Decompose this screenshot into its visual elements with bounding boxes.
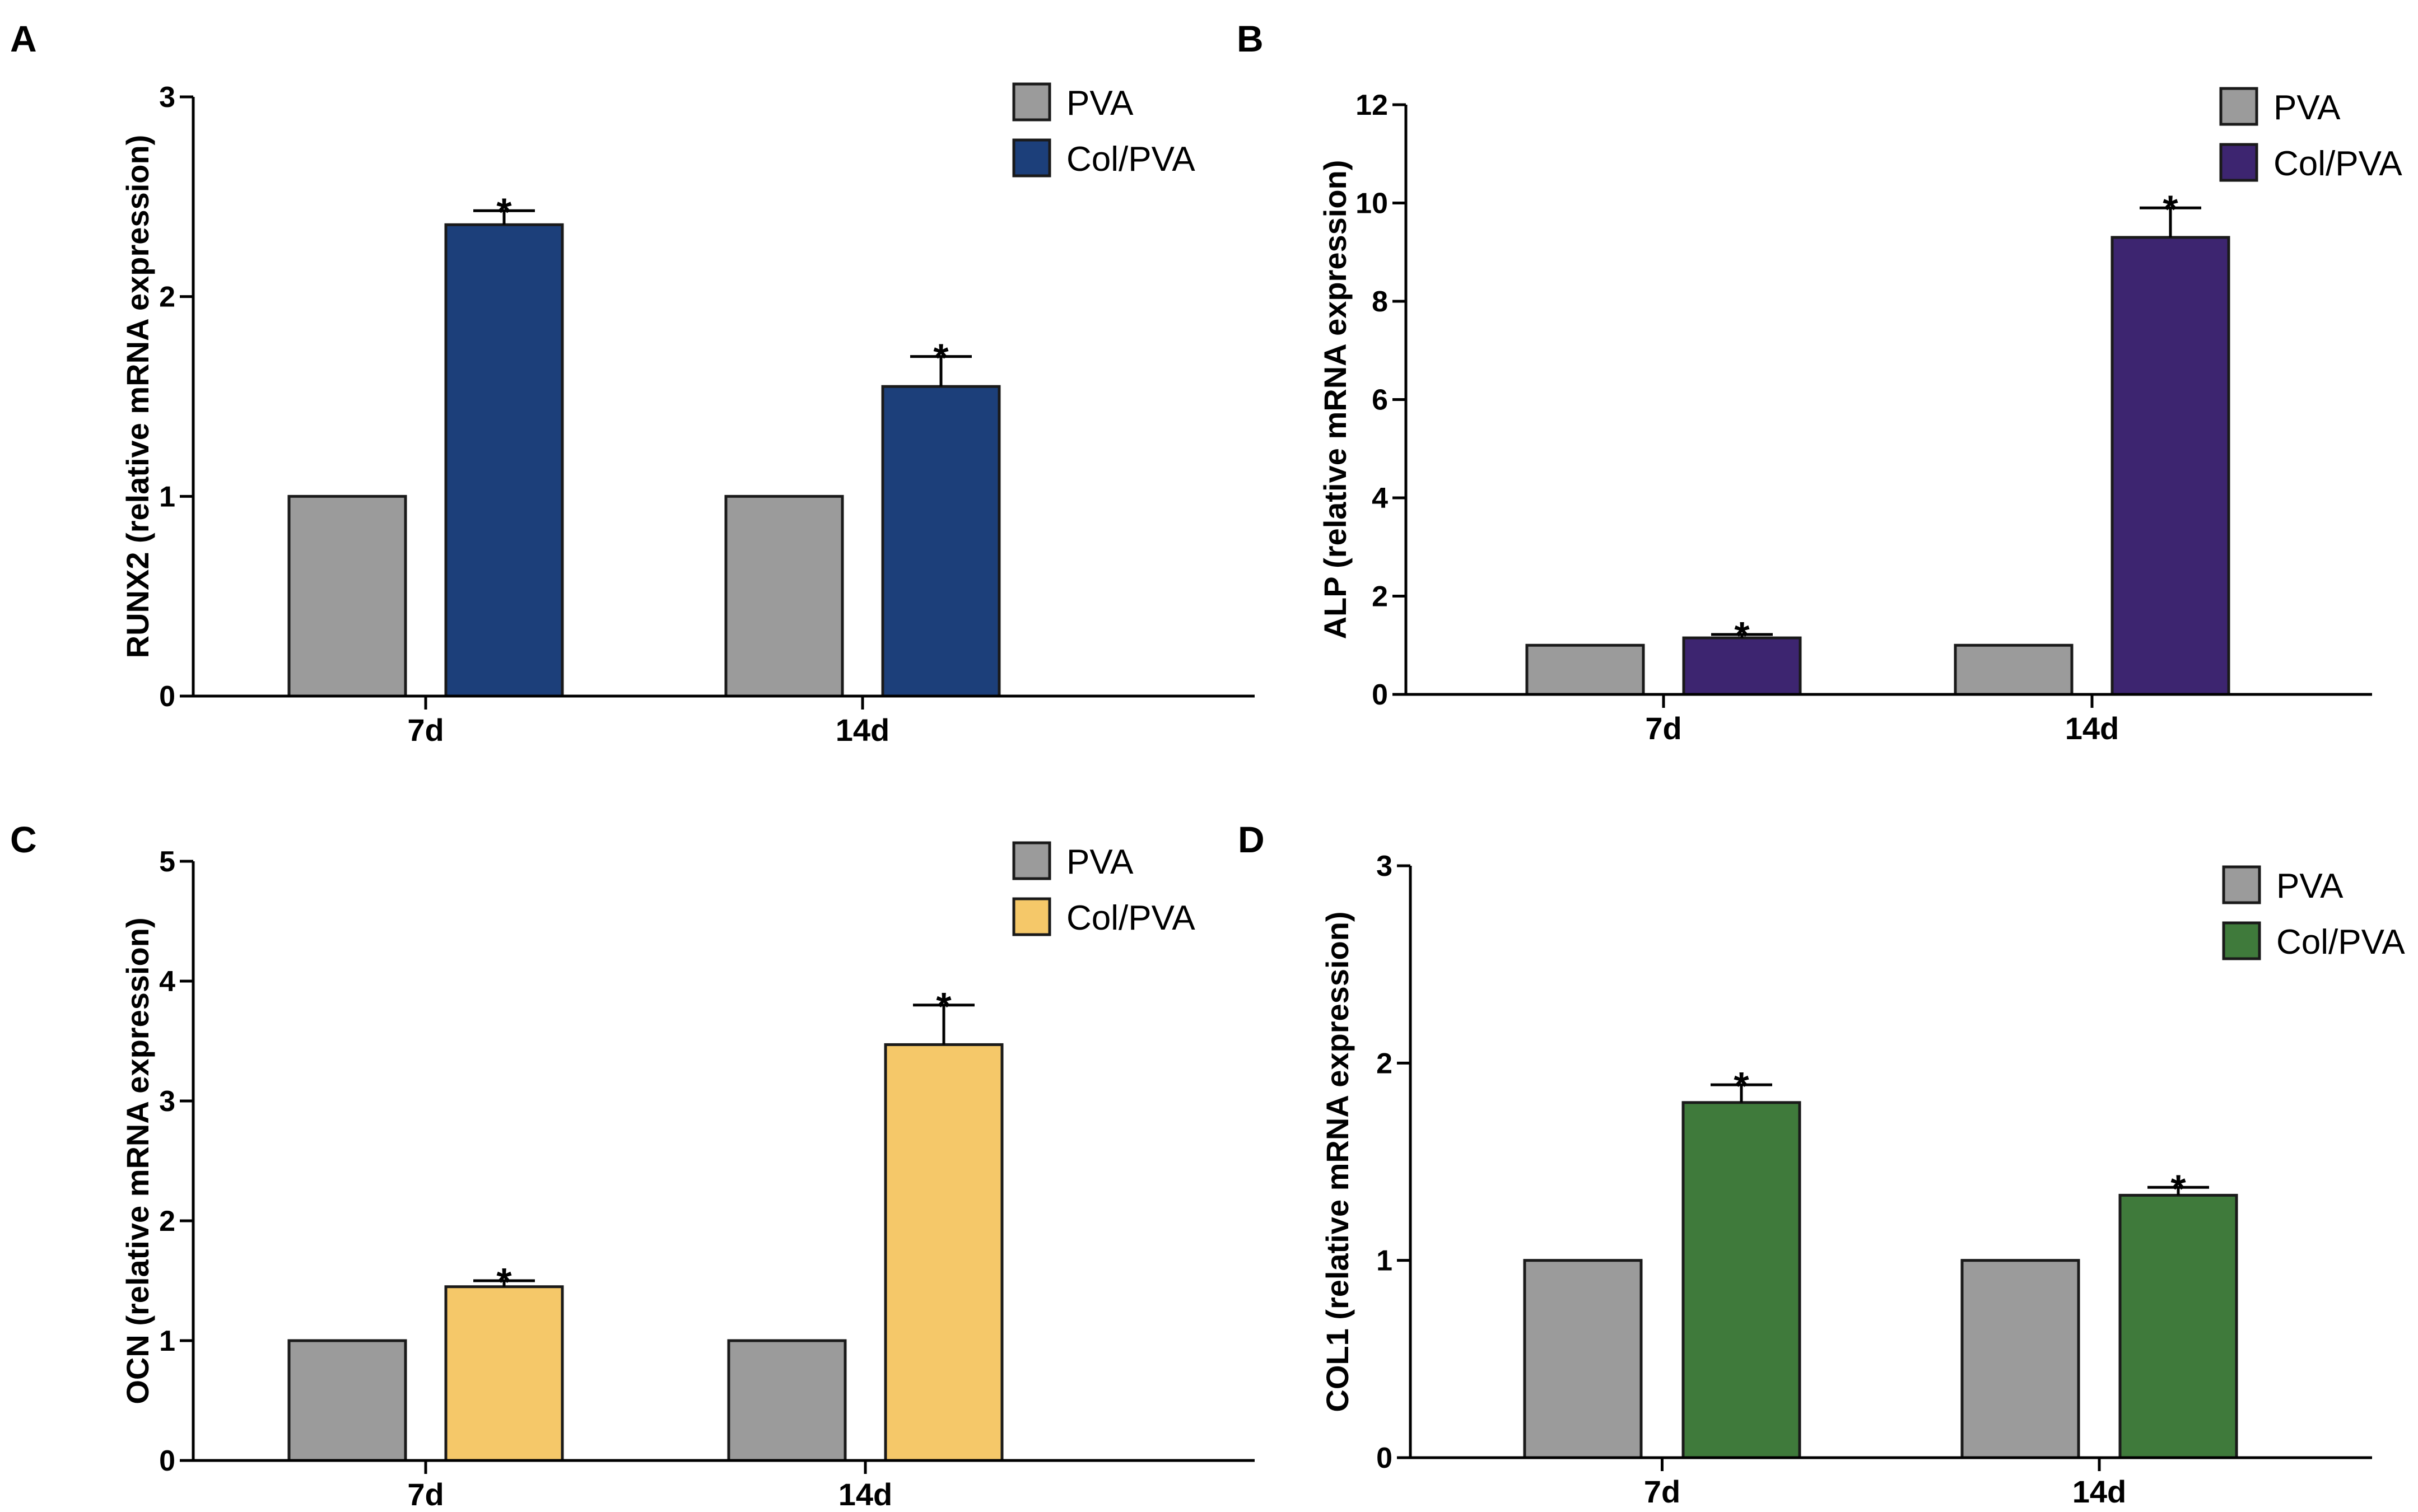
y-tick-label: 1 [159, 1325, 175, 1357]
bar-col-pva-14d [2118, 1193, 2238, 1459]
bar-col-pva-14d [2110, 236, 2230, 696]
bar-pva-14d [1960, 1259, 2080, 1459]
panel-c: C OCN (relative mRNA expression) * * 0 1 2 3 4 5 7… [10, 819, 1255, 1512]
y-tick-label: 2 [1372, 581, 1388, 613]
legend-swatch [1012, 82, 1051, 122]
y-tick-label: 12 [1355, 89, 1388, 122]
y-axis-label: COL1 (relative mRNA expression) [1320, 911, 1355, 1412]
x-tick-label: 7d [407, 712, 444, 748]
bar-pva-7d [1523, 1259, 1643, 1459]
significance-marker: * [496, 1260, 512, 1304]
panel-letter: D [1238, 819, 1265, 860]
x-tick-label: 14d [2065, 711, 2119, 746]
y-tick-label: 4 [1372, 482, 1388, 515]
bar-pva-14d [724, 494, 844, 698]
legend-swatch [2222, 865, 2261, 904]
x-tick-label: 7d [407, 1477, 444, 1512]
legend-swatch [1012, 897, 1051, 936]
bar-col-pva-7d [1681, 1101, 1801, 1459]
legend-label: PVA [1066, 84, 1134, 123]
significance-marker: * [496, 190, 512, 234]
legend-label: PVA [2276, 867, 2344, 906]
x-tick-label: 14d [836, 712, 890, 748]
legend-swatch [2219, 87, 2258, 126]
y-tick-label: 0 [1372, 679, 1388, 711]
bar-col-pva-14d [884, 1043, 1004, 1462]
panel-b: B ALP (relative mRNA expression) * * 0 2 4 6 8 10… [1237, 18, 2402, 746]
panel-letter: A [10, 18, 37, 59]
y-tick-label: 0 [1376, 1442, 1392, 1474]
bar-col-pva-14d [881, 385, 1001, 698]
significance-marker: * [1734, 614, 1750, 657]
legend-label: Col/PVA [1066, 899, 1195, 937]
y-tick-label: 3 [159, 1085, 175, 1118]
bar-pva-7d [287, 494, 407, 698]
significance-marker: * [2170, 1166, 2186, 1210]
x-tick-label: 14d [838, 1477, 893, 1512]
y-axis-label: RUNX2 (relative mRNA expression) [120, 135, 155, 659]
bar-pva-14d [1954, 643, 2074, 696]
y-tick-label: 1 [1376, 1245, 1392, 1277]
legend-label: Col/PVA [2276, 923, 2405, 962]
panel-letter: C [10, 819, 37, 860]
significance-marker: * [1734, 1064, 1749, 1108]
significance-marker: * [2163, 187, 2178, 231]
y-tick-label: 4 [159, 965, 175, 998]
legend-swatch [2219, 143, 2258, 182]
legend-label: Col/PVA [2273, 144, 2402, 183]
bar-col-pva-7d [444, 223, 564, 698]
y-axis-label: ALP (relative mRNA expression) [1317, 160, 1353, 640]
significance-marker: * [933, 336, 949, 380]
y-tick-label: 5 [159, 846, 175, 878]
legend-swatch [1012, 138, 1051, 178]
y-tick-label: 2 [1376, 1047, 1392, 1080]
panel-a: A RUNX2 (relative mRNA expression) * * 0 1 2 3 7… [10, 18, 1255, 748]
x-tick-label: 7d [1644, 1474, 1680, 1509]
y-tick-label: 10 [1355, 188, 1388, 220]
legend-label: PVA [2273, 88, 2341, 127]
significance-marker: * [936, 984, 952, 1028]
legend-label: PVA [1066, 843, 1134, 881]
y-tick-label: 3 [1376, 850, 1392, 883]
panel-d: D COL1 (relative mRNA expression) * * 0 1 2 3 7d… [1238, 819, 2405, 1509]
x-tick-label: 7d [1645, 711, 1681, 746]
legend-swatch [2222, 921, 2261, 960]
y-tick-label: 2 [159, 281, 175, 314]
legend-swatch [1012, 841, 1051, 880]
bar-col-pva-7d [444, 1285, 564, 1462]
x-tick-label: 14d [2072, 1474, 2127, 1509]
y-tick-label: 8 [1372, 286, 1388, 318]
bar-pva-7d [1525, 643, 1645, 696]
y-tick-label: 2 [159, 1205, 175, 1238]
y-tick-label: 0 [159, 1445, 175, 1477]
y-axis-label: OCN (relative mRNA expression) [120, 917, 155, 1404]
bar-pva-14d [727, 1339, 847, 1462]
legend-label: Col/PVA [1066, 140, 1195, 179]
bar-col-pva-7d [1682, 636, 1802, 696]
y-tick-label: 6 [1372, 384, 1388, 417]
y-tick-label: 3 [159, 81, 175, 114]
panel-letter: B [1237, 18, 1264, 59]
y-tick-label: 0 [159, 680, 175, 713]
y-tick-label: 1 [159, 480, 175, 513]
bar-pva-7d [287, 1339, 407, 1462]
